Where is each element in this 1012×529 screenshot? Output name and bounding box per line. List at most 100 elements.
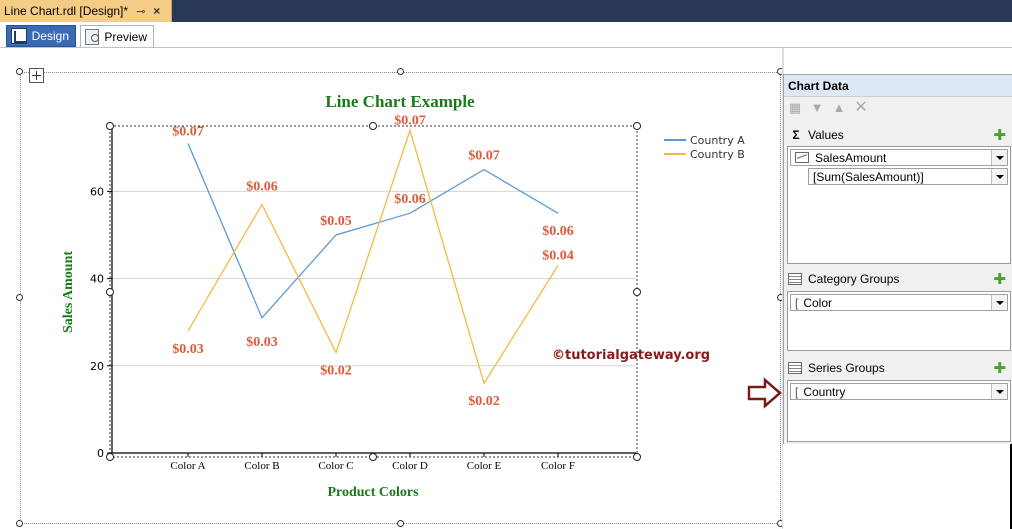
pane-empty-area <box>783 444 1012 529</box>
values-expression-dropdown[interactable]: [Sum(SalesAmount)] <box>808 168 1008 185</box>
add-series-icon[interactable]: ✚ <box>993 360 1006 377</box>
move-icon[interactable] <box>29 68 44 83</box>
data-label: $0.06 <box>542 224 574 239</box>
values-expression: [Sum(SalesAmount)] <box>813 169 924 184</box>
chart-data-pane: Chart Data ▦ ▼ ▲ ✕ Σ Values ✚ SalesAmoun… <box>783 74 1012 444</box>
arrow-indicator-icon <box>747 377 782 409</box>
chart-data-header: Chart Data <box>784 75 1012 97</box>
chart-resize-handle <box>633 453 641 461</box>
data-label: $0.07 <box>468 149 500 164</box>
resize-handle[interactable] <box>397 68 404 75</box>
legend-entry: Country B <box>690 148 745 161</box>
chevron-down-icon[interactable] <box>991 384 1007 399</box>
watermark: ©tutorialgateway.org <box>552 348 710 363</box>
y-tick-label: 60 <box>90 185 104 198</box>
chart-resize-handle <box>106 453 114 461</box>
x-tick-labels: Color A Color B Color C Color D Color E Color… <box>170 460 575 472</box>
x-tick-label: Color A <box>170 460 205 472</box>
document-tab[interactable]: Line Chart.rdl [Design]* ⊸ × <box>0 0 172 22</box>
data-label: $0.04 <box>542 249 574 264</box>
category-groups-title: Category Groups <box>808 272 900 286</box>
series-groups-title: Series Groups <box>808 361 885 375</box>
grid-icon <box>788 362 802 374</box>
view-toolbar: Design Preview <box>0 22 1012 48</box>
x-tick-label: Color F <box>541 460 575 472</box>
values-field-dropdown[interactable]: SalesAmount <box>790 149 1008 166</box>
data-label: $0.02 <box>320 364 352 379</box>
add-value-icon[interactable]: ✚ <box>993 127 1006 144</box>
series-groups-list[interactable]: [ Country <box>787 380 1011 442</box>
pin-icon[interactable]: ⊸ <box>136 5 146 18</box>
category-field: Color <box>803 295 833 310</box>
series-line <box>187 143 559 320</box>
report-design-surface[interactable] <box>0 48 784 529</box>
design-icon <box>11 28 27 44</box>
line-chart-icon <box>795 152 809 163</box>
x-tick-label: Color C <box>318 460 353 472</box>
chart-resize-handle <box>633 122 641 130</box>
data-label: $0.07 <box>172 124 204 139</box>
tab-design[interactable]: Design <box>6 25 76 47</box>
move-up-icon[interactable]: ▲ <box>832 100 846 115</box>
chart-title: Line Chart Example <box>325 92 475 111</box>
tab-design-label: Design <box>31 29 69 43</box>
legend-entry: Country A <box>690 134 745 147</box>
add-category-icon[interactable]: ✚ <box>993 271 1006 288</box>
chart-resize-handle <box>106 288 114 296</box>
chevron-down-icon[interactable] <box>991 169 1007 184</box>
series-groups-header: Series Groups ✚ <box>788 358 1010 378</box>
data-label: $0.05 <box>320 214 352 229</box>
line-chart[interactable]: Line Chart Example Sales Amount Product … <box>22 72 778 524</box>
x-tick-label: Color E <box>467 460 502 472</box>
bracket-icon: [ <box>795 295 799 310</box>
data-label: $0.06 <box>246 179 278 194</box>
bracket-icon: [ <box>795 384 799 399</box>
tab-preview[interactable]: Preview <box>80 25 154 47</box>
y-axis-label: Sales Amount <box>61 251 76 333</box>
x-tick-label: Color D <box>392 460 428 472</box>
data-label: $0.07 <box>394 113 426 128</box>
close-icon[interactable]: × <box>153 4 161 18</box>
chart-resize-handle <box>369 122 377 130</box>
chevron-down-icon[interactable] <box>991 295 1007 310</box>
resize-handle[interactable] <box>16 294 23 301</box>
series-line <box>187 128 559 385</box>
plot-selection-border <box>109 125 638 458</box>
data-label: $0.03 <box>246 335 278 350</box>
resize-handle[interactable] <box>16 68 23 75</box>
chevron-down-icon[interactable] <box>991 150 1007 165</box>
sigma-icon: Σ <box>792 128 800 142</box>
data-label: $0.03 <box>172 342 204 357</box>
document-tab-strip: Line Chart.rdl [Design]* ⊸ × <box>0 0 1012 22</box>
move-down-icon[interactable]: ▼ <box>810 100 824 115</box>
y-tick-label: 0 <box>97 447 104 460</box>
category-field-dropdown[interactable]: [ Color <box>790 294 1008 311</box>
x-axis-label: Product Colors <box>327 485 419 500</box>
chart-resize-handle <box>633 288 641 296</box>
series-lines <box>187 128 559 385</box>
series-field: Country <box>803 384 846 399</box>
series-field-dropdown[interactable]: [ Country <box>790 383 1008 400</box>
window-edge <box>1010 444 1012 529</box>
values-section-header: Σ Values ✚ <box>788 125 1010 145</box>
y-tick-labels: 0 20 40 60 <box>90 185 104 460</box>
category-groups-list[interactable]: [ Color <box>787 291 1011 351</box>
values-list[interactable]: SalesAmount [Sum(SalesAmount)] <box>787 146 1011 264</box>
resize-handle[interactable] <box>397 520 404 527</box>
resize-handle[interactable] <box>16 520 23 527</box>
y-tick-label: 20 <box>90 360 104 373</box>
category-groups-header: Category Groups ✚ <box>788 269 1010 289</box>
delete-icon[interactable]: ✕ <box>854 99 868 116</box>
tab-preview-label: Preview <box>104 29 147 44</box>
chart-resize-handles[interactable] <box>106 122 641 461</box>
data-label: $0.06 <box>394 192 426 207</box>
document-tab-title: Line Chart.rdl [Design]* <box>4 4 129 18</box>
data-labels: $0.07 $0.03 $0.05 $0.06 $0.07 $0.06 $0.03 $0.06… <box>172 113 574 409</box>
values-title: Values <box>808 128 844 142</box>
properties-icon[interactable]: ▦ <box>788 100 802 115</box>
grid-icon <box>788 273 802 285</box>
chart-resize-handle <box>369 453 377 461</box>
grid-lines <box>112 190 636 367</box>
data-label: $0.02 <box>468 394 500 409</box>
